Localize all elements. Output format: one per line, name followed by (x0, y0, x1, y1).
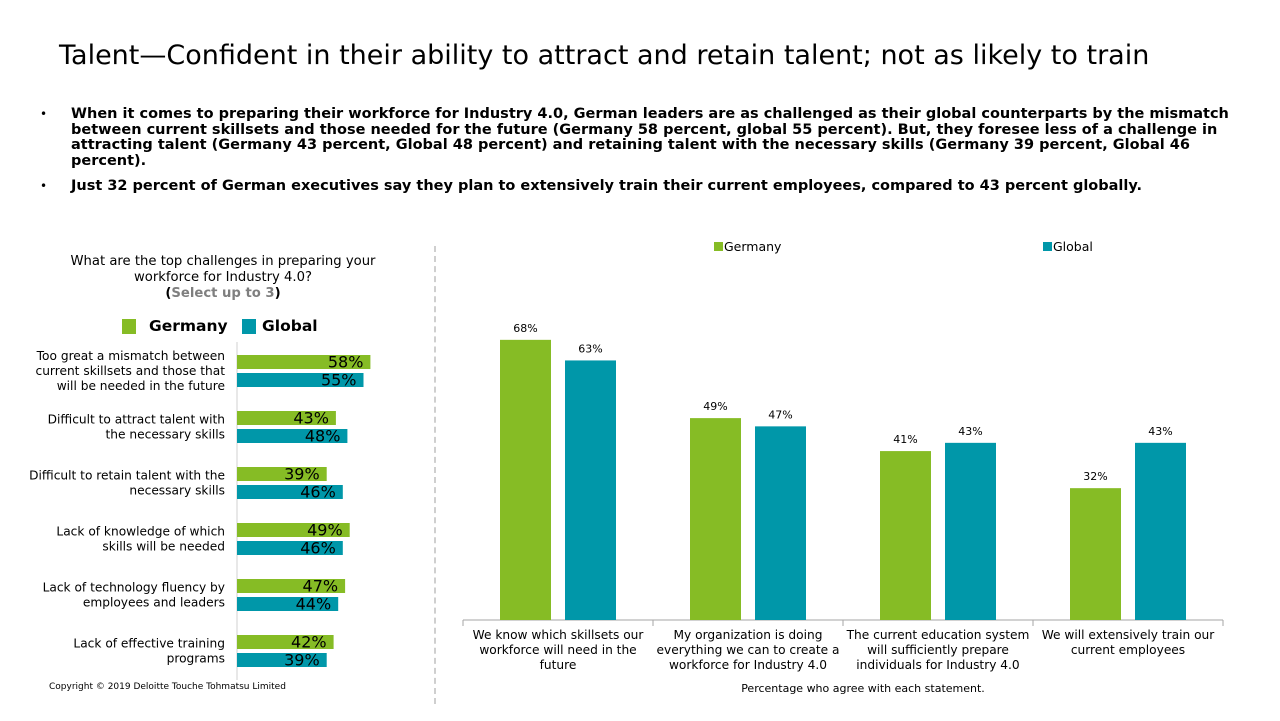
bullet-item: • Just 32 percent of German executives sa… (40, 178, 1245, 195)
category-label: Difficult to attract talent with (48, 413, 225, 427)
bullet-list: • When it comes to preparing their workfo… (40, 106, 1245, 205)
x-axis-title: Percentage who agree with each statement… (741, 682, 985, 695)
category-label: current skillsets and those that (36, 364, 226, 378)
category-label: workforce for Industry 4.0 (669, 658, 827, 672)
bar-global (1135, 442, 1186, 620)
data-label: 44% (296, 595, 332, 614)
category-label: employees and leaders (83, 596, 225, 610)
category-label: will sufficiently prepare (867, 643, 1009, 657)
legend-swatch-global (242, 318, 257, 334)
category-label: everything we can to create a (657, 643, 840, 657)
question-instruction: (Select up to 3) (55, 286, 391, 302)
category-label: My organization is doing (674, 628, 823, 642)
question-line: What are the top challenges in preparing… (70, 254, 376, 269)
bar-germany (237, 635, 334, 649)
paren-open: ( (165, 286, 172, 301)
bar-global (237, 653, 327, 667)
data-label: 47% (303, 577, 339, 596)
legend-label-germany: Germany (149, 317, 228, 335)
category-label: We will extensively train our (1042, 628, 1216, 642)
section-divider (434, 246, 436, 704)
category-label: individuals for Industry 4.0 (856, 658, 1019, 672)
category-label: We know which skillsets our (473, 628, 645, 642)
bar-global (755, 426, 806, 620)
bar-global (237, 429, 348, 443)
data-label: 47% (768, 408, 792, 421)
data-label: 42% (291, 633, 327, 652)
question-line: workforce for Industry 4.0? (133, 270, 313, 285)
legend-swatch-global (1043, 242, 1052, 251)
bar-germany (237, 411, 336, 425)
legend-item-global: Global (242, 317, 318, 335)
category-label: future (540, 658, 577, 672)
data-label: 46% (300, 483, 336, 502)
category-label: Lack of effective training (73, 637, 225, 651)
bar-global (237, 373, 364, 387)
bar-germany (1070, 488, 1121, 620)
category-label: Lack of technology fluency by (43, 581, 225, 595)
select-instruction: Select up to 3 (171, 286, 275, 301)
data-label: 43% (958, 425, 982, 438)
bullet-text: When it comes to preparing their workfor… (71, 106, 1229, 169)
data-label: 39% (284, 465, 320, 484)
bullet-glyph: • (40, 179, 48, 193)
category-label: the necessary skills (106, 428, 225, 442)
left-chart-question: What are the top challenges in preparing… (55, 254, 391, 302)
bar-global (565, 360, 616, 620)
data-label: 43% (293, 409, 329, 428)
data-label: 49% (703, 400, 727, 413)
category-label: will be needed in the future (57, 379, 225, 393)
data-label: 46% (300, 539, 336, 558)
data-label: 43% (1148, 425, 1172, 438)
legend-label-global: Global (1053, 239, 1093, 254)
category-label: Lack of knowledge of which (56, 525, 225, 539)
category-label: current employees (1071, 643, 1185, 657)
legend-item-germany: Germany (122, 317, 228, 335)
bullet-glyph: • (40, 107, 48, 121)
bar-germany (237, 355, 371, 369)
left-chart-legend: Germany Global (122, 317, 327, 338)
data-label: 58% (328, 353, 364, 372)
bar-germany (237, 467, 327, 481)
copyright: Copyright © 2019 Deloitte Touche Tohmats… (49, 682, 286, 692)
category-label: Difficult to retain talent with the (29, 469, 225, 483)
legend-label-global: Global (262, 317, 318, 335)
category-label: programs (167, 652, 225, 666)
data-label: 49% (307, 521, 343, 540)
bar-global (237, 485, 343, 499)
data-label: 39% (284, 651, 320, 670)
bar-germany (500, 339, 551, 620)
bar-global (237, 597, 339, 611)
data-label: 68% (513, 322, 537, 335)
legend-swatch-germany (122, 318, 136, 334)
page-title: Talent—Confident in their ability to att… (59, 40, 1150, 71)
category-label: workforce will need in the (479, 643, 636, 657)
category-label: Too great a mismatch between (36, 349, 225, 363)
data-label: 41% (893, 433, 917, 446)
bar-global (945, 442, 996, 620)
data-label: 55% (321, 371, 357, 390)
category-label: skills will be needed (102, 540, 225, 554)
data-label: 63% (578, 342, 602, 355)
category-label: The current education system (846, 628, 1030, 642)
legend-swatch-germany (714, 242, 723, 251)
bar-germany (880, 451, 931, 620)
bullet-item: • When it comes to preparing their workfo… (40, 106, 1245, 169)
data-label: 32% (1083, 470, 1107, 483)
paren-close: ) (274, 286, 281, 301)
bullet-text: Just 32 percent of German executives say… (71, 178, 1142, 194)
bar-germany (237, 579, 346, 593)
bar-germany (237, 523, 350, 537)
bar-germany (690, 418, 741, 620)
legend-label-germany: Germany (724, 239, 782, 254)
bar-global (237, 541, 343, 555)
category-label: necessary skills (129, 484, 225, 498)
data-label: 48% (305, 427, 341, 446)
